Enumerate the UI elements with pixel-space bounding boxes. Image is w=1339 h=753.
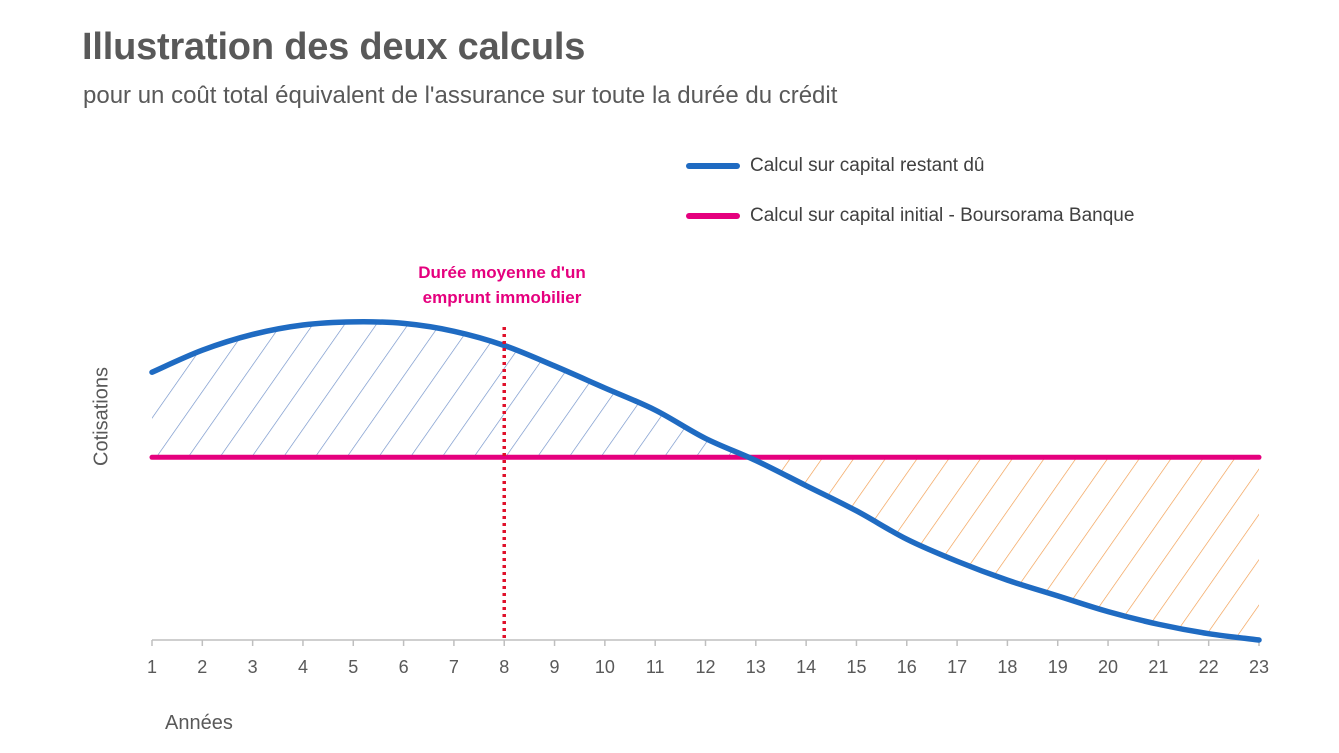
legend-swatch-blue: [686, 163, 740, 169]
x-tick-label: 17: [947, 657, 967, 677]
y-axis-label: Cotisations: [90, 367, 113, 466]
x-tick-label: 3: [248, 657, 258, 677]
x-tick-label: 1: [147, 657, 157, 677]
x-tick-label: 15: [846, 657, 866, 677]
x-tick-label: 6: [399, 657, 409, 677]
x-tick-label: 19: [1048, 657, 1068, 677]
chart-subtitle: pour un coût total équivalent de l'assur…: [83, 82, 838, 109]
x-axis-label: Années: [165, 712, 233, 734]
x-tick-label: 11: [646, 657, 665, 677]
x-tick-label: 22: [1199, 657, 1219, 677]
legend-item-capital-restant: Calcul sur capital restant dû: [686, 154, 984, 178]
legend-swatch-magenta: [686, 213, 740, 219]
x-tick-label: 23: [1249, 657, 1269, 677]
x-tick-label: 20: [1098, 657, 1118, 677]
x-tick-label: 7: [449, 657, 459, 677]
area-excess-capital-initial: [748, 457, 1259, 640]
legend-label: Calcul sur capital restant dû: [750, 155, 985, 176]
chart-title: Illustration des deux calculs: [82, 26, 586, 68]
x-tick-label: 18: [997, 657, 1017, 677]
x-tick-label: 4: [298, 657, 308, 677]
x-tick-label: 12: [695, 657, 715, 677]
x-tick-label: 16: [897, 657, 917, 677]
series-line-capital-restant: [149, 319, 1262, 643]
annotation-line-1: Durée moyenne d'un: [418, 263, 586, 282]
x-tick-label: 2: [197, 657, 207, 677]
legend-label: Calcul sur capital initial - Boursorama …: [750, 205, 1135, 226]
annotation-line-2: emprunt immobilier: [422, 288, 582, 307]
x-tick-label: 13: [746, 657, 766, 677]
x-tick-label: 5: [348, 657, 358, 677]
x-tick-label: 21: [1148, 657, 1168, 677]
x-tick-label: 14: [796, 657, 816, 677]
x-tick-label: 9: [550, 657, 560, 677]
legend-item-capital-initial: Calcul sur capital initial - Boursorama …: [686, 204, 1134, 228]
average-duration-annotation: Durée moyenne d'un emprunt immobilier: [382, 260, 622, 310]
x-tick-label: 8: [499, 657, 509, 677]
area-excess-capital-restant: [152, 321, 749, 458]
x-tick-label: 10: [595, 657, 615, 677]
